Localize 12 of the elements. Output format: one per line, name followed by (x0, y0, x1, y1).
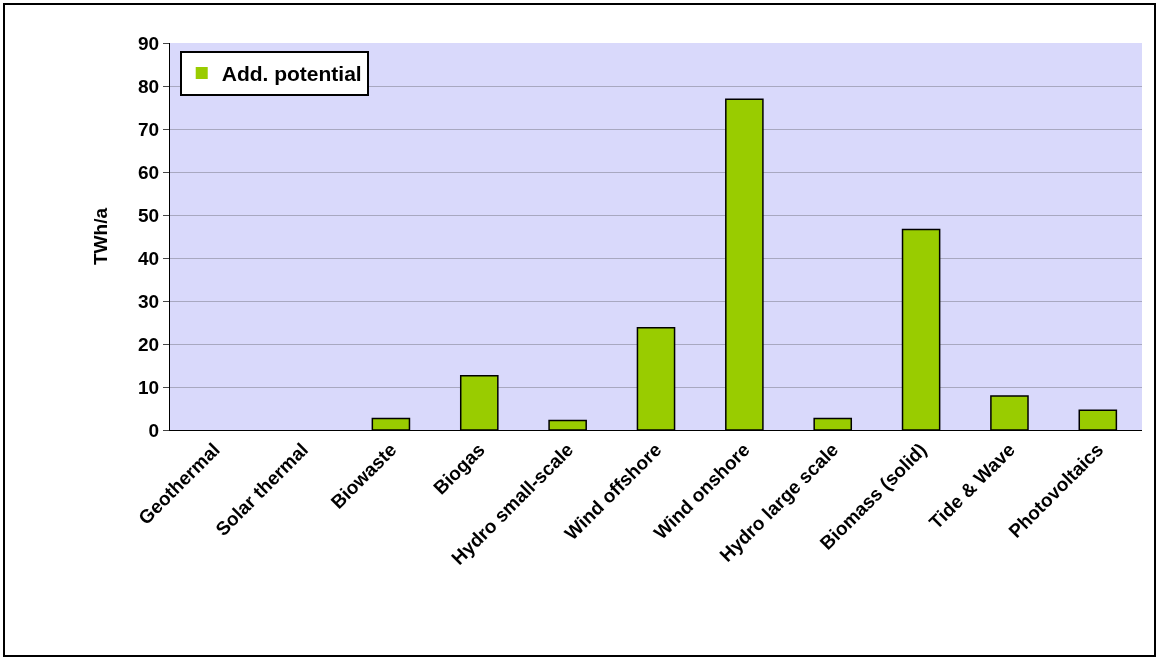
y-tick-label: 50 (138, 204, 160, 226)
y-tick-label: 0 (148, 419, 160, 441)
y-tick-label: 10 (138, 376, 160, 398)
y-tick-label: 80 (138, 75, 160, 97)
y-axis-title: TWh/a (89, 207, 111, 265)
y-tick-label: 90 (138, 32, 160, 54)
legend-label: Add. potential (221, 62, 362, 86)
y-tick-label: 40 (138, 247, 160, 269)
y-tick-label: 70 (138, 118, 160, 140)
y-tick-label: 60 (138, 161, 160, 183)
y-tick-label: 20 (138, 333, 160, 355)
y-tick-label: 30 (138, 290, 160, 312)
